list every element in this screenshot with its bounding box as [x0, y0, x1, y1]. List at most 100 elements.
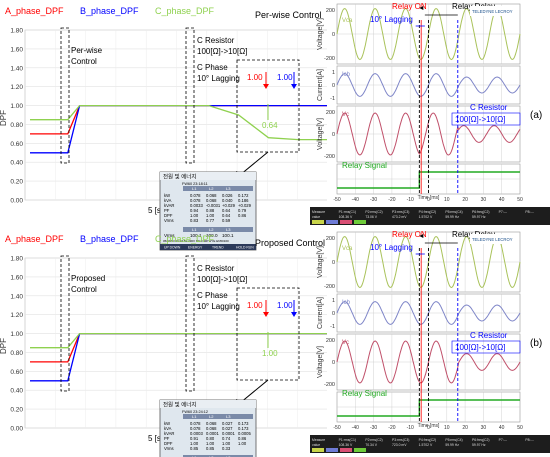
y-tick-label: 0.60	[10, 369, 23, 376]
measure-value: 59.99 Hz	[445, 215, 459, 219]
vc-label: Vc	[342, 340, 349, 346]
meter-cell: kVAR	[164, 431, 174, 436]
y-axis-label: Current[A]	[317, 69, 324, 101]
x-tick-label: 40	[499, 425, 505, 431]
y-tick-label: 1.80	[10, 256, 23, 263]
brand-box	[470, 6, 518, 16]
y-tick-label: 0.80	[10, 122, 23, 129]
y-tick-label: 200	[326, 338, 335, 344]
meter-cell: 1.00	[206, 441, 215, 446]
meter-cell: 0.33	[222, 446, 231, 451]
y-tick-label: -200	[324, 56, 335, 62]
x-tick-label: 30	[481, 197, 487, 203]
trace-vca	[336, 7, 521, 61]
relay-on-label: Relay ON	[392, 230, 427, 239]
channel-chip	[340, 220, 352, 224]
vca-label: Vca	[342, 246, 353, 252]
y-tick-label: 0.00	[10, 426, 23, 433]
meter-title: 전원 및 에너지	[163, 401, 196, 409]
x-tick-label: -40	[352, 425, 359, 431]
x-tick-label: -10	[407, 197, 414, 203]
measure-header: P2:rms(C2)	[365, 438, 382, 442]
y-tick-label: 1.40	[10, 65, 23, 72]
y-tick-label: 1	[332, 70, 335, 76]
meter-col-label: L2	[209, 455, 214, 457]
y-tick-label: 0.80	[10, 350, 23, 357]
channel-chip	[326, 448, 338, 452]
meter-cell: 0.186	[238, 198, 249, 203]
meter-header: FW60 23:24:12	[182, 410, 208, 414]
meter-cell: 0.027	[222, 426, 233, 431]
meter-cell: 0.74	[222, 436, 231, 441]
channel-chip	[354, 448, 366, 452]
resistor-box	[451, 112, 521, 126]
resistor-annotation: 100[Ω]->10[Ω]	[455, 343, 505, 352]
legend-entry: B_phase_DPF	[80, 6, 139, 16]
relay-signal-label: Relay Signal	[342, 161, 387, 170]
meter-cell: 0.0005	[238, 431, 251, 436]
zoom-value-c: 0.64	[262, 121, 278, 130]
meter-cell: 0.078	[190, 426, 201, 431]
x-tick-label: -20	[388, 425, 395, 431]
meter-cell: 0.068	[206, 421, 217, 426]
y-tick-label: 0	[332, 260, 335, 266]
meter-cell: 1.00	[222, 441, 231, 446]
measure-header: P6:freq(C2)	[472, 210, 490, 214]
x-tick-label: 0	[427, 197, 430, 203]
phase-annotation: 10° Lagging	[197, 302, 240, 311]
phase-annotation: C Phase	[197, 291, 228, 300]
icb-label: Icb	[342, 72, 351, 78]
relay-on-arrow	[419, 234, 424, 238]
meter-cell: 1.00	[206, 213, 215, 218]
legend-entry: C_phase_DPF	[155, 6, 215, 16]
measure-header: P5:rms(C4)	[445, 210, 462, 214]
relay-signal-label: Relay Signal	[342, 389, 387, 398]
meter-col-label: L1	[192, 455, 197, 457]
meter-vrms: Vrms	[164, 233, 175, 238]
x-tick-label: 0	[427, 425, 430, 431]
zoom-value-a: 1.00	[247, 301, 263, 310]
y-tick-label: 1.60	[10, 274, 23, 281]
meter-cell: +0.029	[238, 203, 252, 208]
meter-cell: kVA	[164, 426, 172, 431]
y-tick-label: 1.20	[10, 84, 23, 91]
measure-value: 108.36 V	[339, 215, 353, 219]
panel-label: (a)	[530, 110, 542, 121]
measure-header: P1:rms(C1)	[339, 438, 356, 442]
trace-vca	[336, 235, 521, 289]
meter-titlebar	[160, 172, 256, 180]
channel-chip	[354, 220, 366, 224]
control-annotation: Control	[71, 285, 97, 294]
meter-col-label: L1	[192, 414, 197, 419]
relay-on-label: Relay ON	[392, 2, 427, 11]
y-tick-label: -200	[324, 154, 335, 160]
meter-cell: 0.173	[238, 421, 249, 426]
meter-cell: 0.173	[238, 426, 249, 431]
legend-entry: A_phase_DPF	[5, 234, 64, 244]
meter-col-label: L1	[192, 227, 197, 232]
meter-cell: 0.078	[190, 198, 201, 203]
meter-cell: 0.0003	[190, 431, 203, 436]
channel-chip	[312, 448, 324, 452]
measure-header: Measure	[312, 438, 325, 442]
phase-annotation: C Phase	[197, 63, 228, 72]
meter-col-label: L2	[209, 186, 214, 191]
y-axis-label: Voltage[V]	[317, 18, 324, 50]
x-axis-label: Time [ms]	[418, 195, 440, 201]
y-tick-label: 1.20	[10, 312, 23, 319]
x-tick-label: -30	[370, 425, 377, 431]
measure-value: 473.2 mV	[392, 215, 407, 219]
x-tick-label: 20	[462, 425, 468, 431]
y-tick-label: 1.80	[10, 28, 23, 35]
meter-vrms: 100.0	[206, 233, 218, 238]
meter-button-bar	[160, 244, 256, 250]
measure-value: 723.0 mV	[392, 443, 407, 447]
measure-value: value	[312, 443, 320, 447]
meter-cell: 0.94	[190, 208, 199, 213]
measure-value: 1.5702 V	[419, 443, 433, 447]
y-tick-label: 0.60	[10, 141, 23, 148]
control-marker-box	[60, 255, 70, 392]
event-marker-box	[185, 27, 195, 164]
measure-bar	[310, 207, 550, 225]
